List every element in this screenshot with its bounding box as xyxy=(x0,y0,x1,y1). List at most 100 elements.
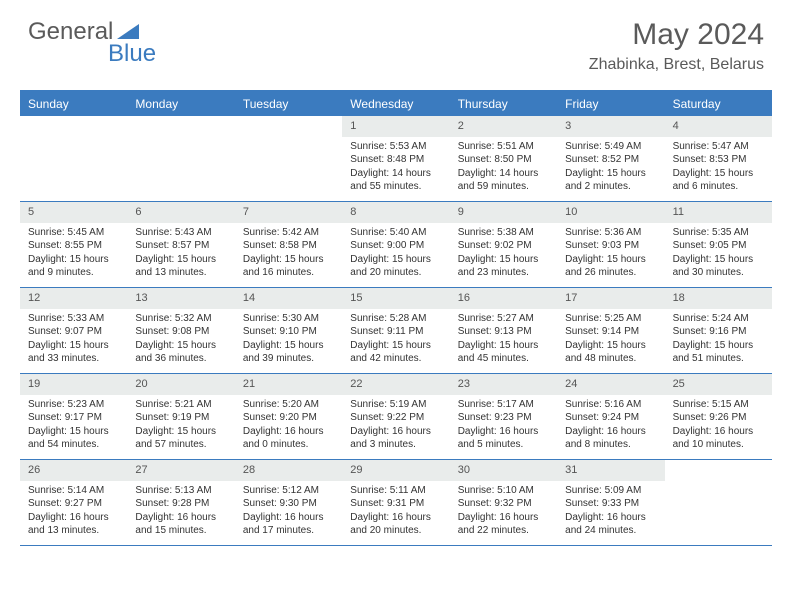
day-sunset: Sunset: 8:55 PM xyxy=(28,239,119,253)
day-cell: 30Sunrise: 5:10 AMSunset: 9:32 PMDayligh… xyxy=(450,460,557,545)
day-dl2: and 26 minutes. xyxy=(565,266,656,280)
day-dl2: and 17 minutes. xyxy=(243,524,334,538)
day-body: Sunrise: 5:32 AMSunset: 9:08 PMDaylight:… xyxy=(127,309,234,372)
day-dl2: and 39 minutes. xyxy=(243,352,334,366)
week-row: 5Sunrise: 5:45 AMSunset: 8:55 PMDaylight… xyxy=(20,202,772,288)
day-sunrise: Sunrise: 5:51 AM xyxy=(458,140,549,154)
day-sunset: Sunset: 9:11 PM xyxy=(350,325,441,339)
day-dl1: Daylight: 14 hours xyxy=(458,167,549,181)
day-sunrise: Sunrise: 5:16 AM xyxy=(565,398,656,412)
day-number: 14 xyxy=(235,288,342,309)
day-body: Sunrise: 5:15 AMSunset: 9:26 PMDaylight:… xyxy=(665,395,772,458)
day-dl2: and 24 minutes. xyxy=(565,524,656,538)
day-dl2: and 59 minutes. xyxy=(458,180,549,194)
day-number: 8 xyxy=(342,202,449,223)
week-row: 19Sunrise: 5:23 AMSunset: 9:17 PMDayligh… xyxy=(20,374,772,460)
day-body: Sunrise: 5:33 AMSunset: 9:07 PMDaylight:… xyxy=(20,309,127,372)
day-cell: 27Sunrise: 5:13 AMSunset: 9:28 PMDayligh… xyxy=(127,460,234,545)
day-number: 11 xyxy=(665,202,772,223)
day-sunset: Sunset: 9:19 PM xyxy=(135,411,226,425)
empty-day-cell xyxy=(235,116,342,201)
day-dl2: and 55 minutes. xyxy=(350,180,441,194)
day-dl1: Daylight: 15 hours xyxy=(565,253,656,267)
day-cell: 16Sunrise: 5:27 AMSunset: 9:13 PMDayligh… xyxy=(450,288,557,373)
day-cell: 19Sunrise: 5:23 AMSunset: 9:17 PMDayligh… xyxy=(20,374,127,459)
day-number: 5 xyxy=(20,202,127,223)
day-header-sunday: Sunday xyxy=(20,92,127,116)
week-row: 26Sunrise: 5:14 AMSunset: 9:27 PMDayligh… xyxy=(20,460,772,546)
day-dl1: Daylight: 15 hours xyxy=(28,425,119,439)
day-dl2: and 10 minutes. xyxy=(673,438,764,452)
day-header-wednesday: Wednesday xyxy=(342,92,449,116)
day-dl2: and 30 minutes. xyxy=(673,266,764,280)
day-dl1: Daylight: 15 hours xyxy=(673,167,764,181)
day-dl2: and 5 minutes. xyxy=(458,438,549,452)
day-cell: 20Sunrise: 5:21 AMSunset: 9:19 PMDayligh… xyxy=(127,374,234,459)
day-body: Sunrise: 5:10 AMSunset: 9:32 PMDaylight:… xyxy=(450,481,557,544)
day-body: Sunrise: 5:43 AMSunset: 8:57 PMDaylight:… xyxy=(127,223,234,286)
day-number: 13 xyxy=(127,288,234,309)
day-cell: 25Sunrise: 5:15 AMSunset: 9:26 PMDayligh… xyxy=(665,374,772,459)
day-sunset: Sunset: 9:14 PM xyxy=(565,325,656,339)
day-dl2: and 13 minutes. xyxy=(28,524,119,538)
day-number: 20 xyxy=(127,374,234,395)
day-sunset: Sunset: 8:58 PM xyxy=(243,239,334,253)
day-cell: 9Sunrise: 5:38 AMSunset: 9:02 PMDaylight… xyxy=(450,202,557,287)
day-dl2: and 8 minutes. xyxy=(565,438,656,452)
day-body: Sunrise: 5:19 AMSunset: 9:22 PMDaylight:… xyxy=(342,395,449,458)
day-dl1: Daylight: 15 hours xyxy=(135,339,226,353)
day-sunset: Sunset: 8:53 PM xyxy=(673,153,764,167)
day-dl1: Daylight: 15 hours xyxy=(565,167,656,181)
day-number: 22 xyxy=(342,374,449,395)
day-dl2: and 23 minutes. xyxy=(458,266,549,280)
day-body: Sunrise: 5:30 AMSunset: 9:10 PMDaylight:… xyxy=(235,309,342,372)
day-sunrise: Sunrise: 5:43 AM xyxy=(135,226,226,240)
day-sunset: Sunset: 9:33 PM xyxy=(565,497,656,511)
day-dl1: Daylight: 16 hours xyxy=(135,511,226,525)
day-dl2: and 16 minutes. xyxy=(243,266,334,280)
day-dl1: Daylight: 15 hours xyxy=(458,339,549,353)
day-sunset: Sunset: 9:05 PM xyxy=(673,239,764,253)
day-sunset: Sunset: 9:08 PM xyxy=(135,325,226,339)
day-sunrise: Sunrise: 5:24 AM xyxy=(673,312,764,326)
day-number: 9 xyxy=(450,202,557,223)
day-dl2: and 51 minutes. xyxy=(673,352,764,366)
day-number: 21 xyxy=(235,374,342,395)
day-dl2: and 57 minutes. xyxy=(135,438,226,452)
day-sunrise: Sunrise: 5:21 AM xyxy=(135,398,226,412)
day-number: 12 xyxy=(20,288,127,309)
day-sunrise: Sunrise: 5:15 AM xyxy=(673,398,764,412)
day-sunrise: Sunrise: 5:53 AM xyxy=(350,140,441,154)
day-sunset: Sunset: 8:52 PM xyxy=(565,153,656,167)
day-header-friday: Friday xyxy=(557,92,664,116)
day-sunset: Sunset: 9:30 PM xyxy=(243,497,334,511)
day-dl1: Daylight: 16 hours xyxy=(673,425,764,439)
day-body: Sunrise: 5:27 AMSunset: 9:13 PMDaylight:… xyxy=(450,309,557,372)
day-body: Sunrise: 5:45 AMSunset: 8:55 PMDaylight:… xyxy=(20,223,127,286)
day-sunset: Sunset: 9:28 PM xyxy=(135,497,226,511)
day-cell: 14Sunrise: 5:30 AMSunset: 9:10 PMDayligh… xyxy=(235,288,342,373)
day-sunset: Sunset: 9:26 PM xyxy=(673,411,764,425)
day-body: Sunrise: 5:51 AMSunset: 8:50 PMDaylight:… xyxy=(450,137,557,200)
day-body: Sunrise: 5:17 AMSunset: 9:23 PMDaylight:… xyxy=(450,395,557,458)
day-sunset: Sunset: 8:57 PM xyxy=(135,239,226,253)
empty-day-cell xyxy=(20,116,127,201)
day-sunset: Sunset: 9:02 PM xyxy=(458,239,549,253)
day-sunrise: Sunrise: 5:32 AM xyxy=(135,312,226,326)
day-header-saturday: Saturday xyxy=(665,92,772,116)
day-header-monday: Monday xyxy=(127,92,234,116)
day-sunrise: Sunrise: 5:42 AM xyxy=(243,226,334,240)
day-sunset: Sunset: 9:07 PM xyxy=(28,325,119,339)
day-header-tuesday: Tuesday xyxy=(235,92,342,116)
day-body: Sunrise: 5:36 AMSunset: 9:03 PMDaylight:… xyxy=(557,223,664,286)
day-number: 31 xyxy=(557,460,664,481)
day-cell: 10Sunrise: 5:36 AMSunset: 9:03 PMDayligh… xyxy=(557,202,664,287)
day-sunset: Sunset: 9:31 PM xyxy=(350,497,441,511)
day-sunrise: Sunrise: 5:28 AM xyxy=(350,312,441,326)
day-number: 2 xyxy=(450,116,557,137)
day-dl2: and 20 minutes. xyxy=(350,266,441,280)
day-dl1: Daylight: 16 hours xyxy=(243,511,334,525)
day-sunset: Sunset: 9:13 PM xyxy=(458,325,549,339)
day-number: 3 xyxy=(557,116,664,137)
month-title: May 2024 xyxy=(589,18,764,52)
